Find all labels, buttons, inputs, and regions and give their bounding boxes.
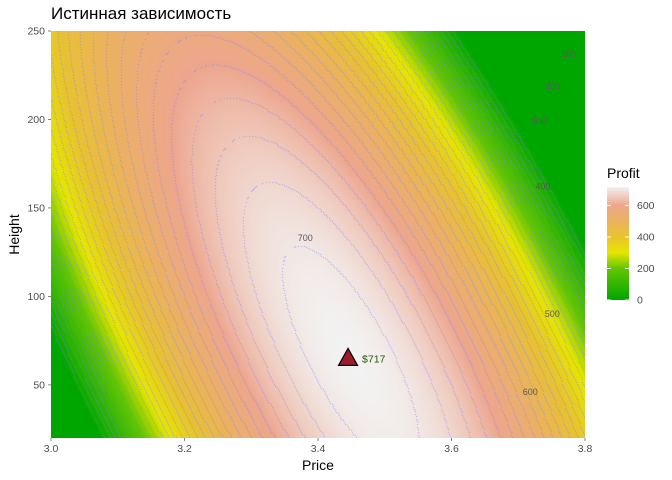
x-axis-title: Price bbox=[302, 457, 334, 473]
y-tick-label: 150 bbox=[27, 202, 45, 214]
y-tick-label: 200 bbox=[27, 114, 45, 126]
axes: 3.0 3.2 3.4 3.6 3.8 50 100 150 200 250 Price Height bbox=[6, 26, 592, 474]
y-tick-label: 100 bbox=[27, 291, 45, 303]
legend-tick-label: 600 bbox=[637, 200, 655, 212]
chart-title: Истинная зависимость bbox=[51, 4, 232, 23]
contour-label: 100 bbox=[561, 49, 576, 59]
peak-marker bbox=[337, 347, 359, 366]
marker-layer: $717 bbox=[337, 347, 386, 366]
y-axis-title: Height bbox=[6, 214, 22, 255]
contour-label: 400 bbox=[535, 182, 550, 192]
x-tick-label: 3.6 bbox=[444, 443, 459, 455]
x-tick-label: 3.2 bbox=[177, 443, 192, 455]
legend-title: Profit bbox=[607, 165, 640, 181]
x-tick-label: 3.8 bbox=[578, 443, 593, 455]
peak-value-label: $717 bbox=[362, 353, 386, 365]
legend-tick-label: 0 bbox=[637, 295, 643, 307]
legend-colorbar bbox=[607, 187, 629, 300]
contour-label: 500 bbox=[545, 309, 560, 319]
legend-tick-label: 400 bbox=[637, 231, 655, 243]
y-tick-label: 50 bbox=[33, 379, 45, 391]
contour-label: 700 bbox=[298, 233, 313, 243]
legend: Profit 0 200 400 600 bbox=[607, 165, 655, 307]
contour-label: 200 bbox=[545, 81, 560, 91]
heatmap-surface bbox=[51, 31, 585, 438]
legend-tick-label: 200 bbox=[637, 263, 655, 275]
contour-label: 600 bbox=[523, 387, 538, 397]
y-tick-label: 250 bbox=[27, 26, 45, 38]
contour-label: 300 bbox=[531, 116, 546, 126]
contour-labels: 100 200 300 400 500 600 700 bbox=[298, 49, 576, 397]
x-tick-label: 3.4 bbox=[311, 443, 326, 455]
x-tick-label: 3.0 bbox=[44, 443, 59, 455]
